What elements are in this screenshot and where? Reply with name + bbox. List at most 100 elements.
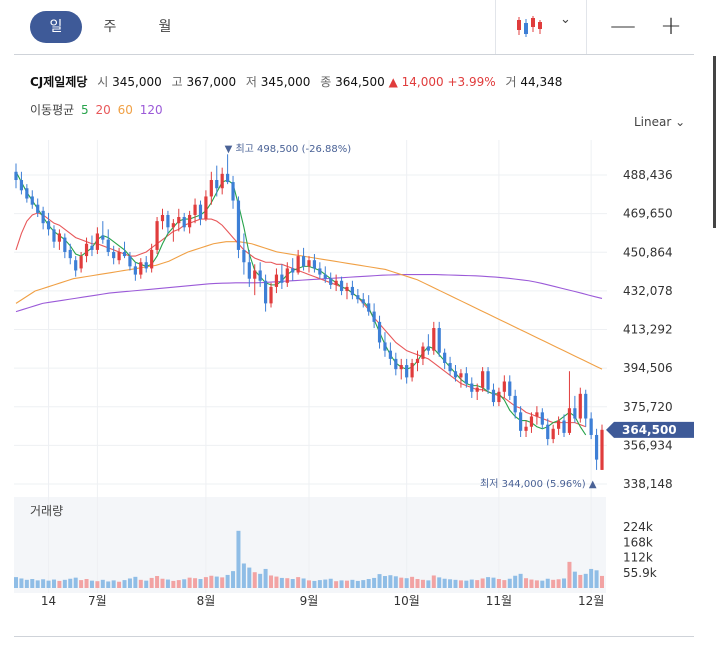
candle-body[interactable]	[296, 256, 300, 273]
volume-bar[interactable]	[399, 577, 404, 588]
candle-body[interactable]	[84, 243, 89, 257]
candle-body[interactable]	[253, 270, 257, 279]
candle-body[interactable]	[280, 274, 284, 283]
candle-body[interactable]	[399, 365, 403, 370]
volume-bar[interactable]	[111, 580, 116, 588]
candle-body[interactable]	[481, 371, 485, 388]
volume-bar[interactable]	[567, 561, 572, 588]
candle-body[interactable]	[247, 262, 251, 279]
volume-bar[interactable]	[258, 573, 263, 588]
volume-bar[interactable]	[117, 581, 122, 588]
volume-bar[interactable]	[84, 579, 89, 588]
candle-body[interactable]	[573, 408, 577, 419]
candle-body[interactable]	[150, 249, 154, 269]
volume-bar[interactable]	[214, 576, 219, 588]
candle-body[interactable]	[160, 214, 165, 222]
candle-body[interactable]	[25, 188, 29, 199]
candle-body[interactable]	[166, 214, 170, 228]
candle-body[interactable]	[529, 416, 534, 427]
volume-bar[interactable]	[263, 568, 268, 588]
candle-body[interactable]	[198, 204, 203, 220]
candle-body[interactable]	[117, 251, 121, 261]
volume-bar[interactable]	[323, 579, 328, 588]
volume-bar[interactable]	[236, 530, 241, 588]
volume-bar[interactable]	[203, 577, 208, 588]
volume-bar[interactable]	[296, 577, 301, 588]
candle-body[interactable]	[269, 286, 273, 304]
candle-body[interactable]	[312, 260, 317, 269]
volume-bar[interactable]	[225, 574, 230, 588]
candle-body[interactable]	[475, 387, 479, 392]
candle-body[interactable]	[383, 342, 387, 351]
zoom-in-button[interactable]: +	[660, 11, 682, 41]
volume-bar[interactable]	[14, 577, 18, 588]
candle-body[interactable]	[562, 420, 566, 433]
candle-body[interactable]	[144, 262, 148, 269]
volume-bar[interactable]	[556, 579, 561, 588]
candle-body[interactable]	[345, 286, 349, 292]
candle-body[interactable]	[600, 429, 604, 470]
tab-daily[interactable]: 일	[30, 11, 82, 43]
volume-bar[interactable]	[524, 578, 529, 588]
candle-body[interactable]	[90, 245, 94, 250]
candle-body[interactable]	[508, 381, 512, 396]
volume-bar[interactable]	[426, 580, 431, 588]
volume-bar[interactable]	[51, 579, 56, 588]
candle-body[interactable]	[323, 274, 327, 279]
volume-bar[interactable]	[176, 580, 181, 588]
candle-body[interactable]	[540, 412, 544, 425]
candle-body[interactable]	[133, 266, 137, 275]
candle-body[interactable]	[426, 346, 430, 351]
candle-body[interactable]	[578, 393, 582, 419]
candle-body[interactable]	[14, 171, 18, 181]
volume-bar[interactable]	[513, 575, 518, 588]
volume-bar[interactable]	[355, 580, 360, 588]
volume-bar[interactable]	[317, 580, 322, 588]
candle-body[interactable]	[594, 434, 599, 460]
volume-bar[interactable]	[361, 580, 366, 588]
volume-bar[interactable]	[437, 577, 442, 588]
candle-body[interactable]	[377, 321, 382, 343]
volume-bar[interactable]	[442, 578, 447, 588]
volume-bar[interactable]	[469, 579, 474, 588]
candle-body[interactable]	[258, 270, 262, 281]
candle-body[interactable]	[231, 182, 235, 201]
candle-body[interactable]	[372, 311, 376, 322]
candle-body[interactable]	[204, 196, 208, 220]
candle-body[interactable]	[291, 268, 295, 273]
volume-bar[interactable]	[149, 577, 154, 588]
volume-bar[interactable]	[100, 579, 105, 588]
volume-bar[interactable]	[366, 579, 371, 588]
candle-body[interactable]	[556, 420, 561, 429]
candle-body[interactable]	[410, 362, 414, 378]
tab-weekly[interactable]: 주	[103, 19, 117, 35]
volume-bar[interactable]	[529, 579, 534, 588]
volume-bar[interactable]	[274, 576, 279, 588]
candle-body[interactable]	[405, 365, 409, 378]
candle-body[interactable]	[155, 221, 159, 250]
volume-bar[interactable]	[279, 577, 284, 588]
candle-body[interactable]	[394, 358, 398, 370]
volume-bar[interactable]	[187, 577, 192, 588]
tab-monthly[interactable]: 월	[158, 19, 172, 35]
candle-body[interactable]	[95, 233, 99, 250]
volume-bar[interactable]	[24, 579, 29, 588]
candle-body[interactable]	[52, 229, 56, 242]
candle-body[interactable]	[584, 393, 588, 419]
volume-bar[interactable]	[328, 578, 333, 588]
candle-body[interactable]	[524, 426, 528, 431]
candle-body[interactable]	[41, 210, 45, 224]
volume-bar[interactable]	[144, 580, 149, 588]
candle-body[interactable]	[546, 424, 550, 440]
candle-body[interactable]	[101, 235, 105, 240]
volume-bar[interactable]	[57, 580, 62, 588]
candle-body[interactable]	[464, 373, 468, 384]
chevron-down-icon[interactable]: ⌄	[560, 12, 571, 27]
volume-bar[interactable]	[198, 579, 203, 588]
volume-bar[interactable]	[19, 578, 24, 588]
volume-bar[interactable]	[600, 575, 604, 588]
volume-bar[interactable]	[193, 578, 198, 588]
candle-body[interactable]	[334, 280, 338, 285]
volume-bar[interactable]	[220, 577, 225, 588]
volume-bar[interactable]	[122, 580, 127, 588]
